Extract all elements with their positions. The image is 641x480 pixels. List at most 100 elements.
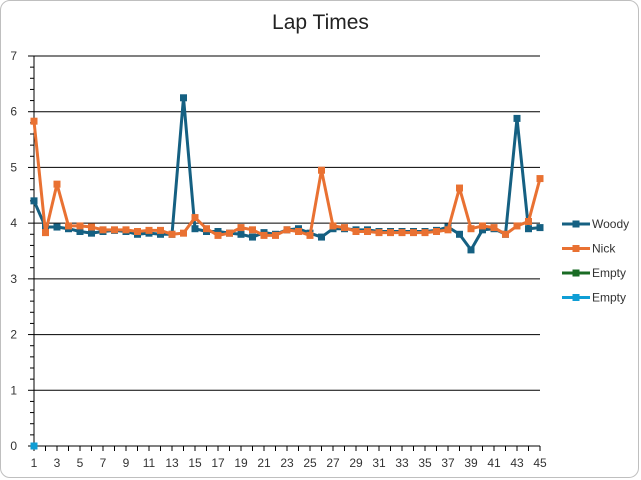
x-tick-label: 27 xyxy=(326,456,340,470)
x-tick-label: 11 xyxy=(143,456,156,470)
legend-label: Woody xyxy=(592,217,629,231)
data-point xyxy=(536,224,544,232)
x-tick-label: 9 xyxy=(123,456,130,470)
data-point xyxy=(249,233,256,241)
data-point xyxy=(180,229,187,237)
data-point xyxy=(30,442,38,450)
data-point xyxy=(318,166,325,174)
data-point xyxy=(191,225,199,233)
data-point xyxy=(53,180,61,188)
legend-swatch-marker xyxy=(572,220,580,228)
data-point xyxy=(364,228,371,235)
data-point xyxy=(318,233,325,241)
y-tick-label: 4 xyxy=(10,216,17,230)
data-point xyxy=(65,222,72,230)
x-tick-label: 5 xyxy=(77,456,84,470)
data-point xyxy=(122,226,130,234)
x-tick-label: 19 xyxy=(234,456,248,470)
data-point xyxy=(456,230,463,238)
data-point xyxy=(513,222,521,230)
data-point xyxy=(352,228,360,235)
x-tick-label: 15 xyxy=(188,456,202,470)
series-line xyxy=(32,121,542,237)
x-tick-label: 25 xyxy=(303,456,317,470)
x-tick-label: 1 xyxy=(31,456,38,470)
data-point xyxy=(30,197,38,205)
y-tick-label: 6 xyxy=(10,105,17,119)
data-point xyxy=(536,175,544,183)
data-point xyxy=(490,224,498,232)
x-tick-label: 43 xyxy=(510,456,524,470)
x-tick-label: 3 xyxy=(54,456,61,470)
data-point xyxy=(433,228,440,235)
data-point xyxy=(226,229,233,237)
data-point xyxy=(260,231,268,239)
legend-label: Empty xyxy=(592,266,626,280)
data-point xyxy=(525,217,532,225)
plot-series xyxy=(30,94,544,450)
data-point xyxy=(88,229,95,237)
data-point xyxy=(111,226,118,234)
data-point xyxy=(88,223,95,231)
legend-entry: Woody xyxy=(562,217,629,231)
legend: Woody Nick Empty Empty xyxy=(562,217,629,305)
data-point xyxy=(76,228,84,235)
data-point xyxy=(283,226,291,234)
legend-entry: Empty xyxy=(562,291,626,305)
data-point xyxy=(513,114,521,122)
data-point xyxy=(467,246,475,254)
data-point xyxy=(295,228,302,235)
data-point xyxy=(387,229,394,237)
data-point xyxy=(42,229,49,237)
x-tick-label: 7 xyxy=(100,456,107,470)
x-tick-label: 33 xyxy=(395,456,409,470)
legend-label: Empty xyxy=(592,291,626,305)
data-point xyxy=(237,224,245,232)
data-point xyxy=(30,117,38,125)
data-point xyxy=(157,230,164,238)
data-point xyxy=(99,226,107,234)
data-point xyxy=(375,229,383,237)
data-point xyxy=(53,223,61,231)
x-tick-label: 37 xyxy=(441,456,455,470)
data-point xyxy=(444,226,452,234)
series-1 xyxy=(30,117,544,239)
data-point xyxy=(272,231,279,239)
data-point xyxy=(203,225,210,233)
x-tick-label: 39 xyxy=(464,456,478,470)
legend-swatch-marker xyxy=(572,269,580,277)
data-point xyxy=(421,229,429,237)
y-tick-label: 3 xyxy=(10,272,17,286)
data-point xyxy=(168,230,176,238)
gridlines xyxy=(34,55,540,391)
series-3 xyxy=(30,442,38,450)
data-point xyxy=(398,229,406,237)
chart-title: Lap Times xyxy=(272,11,369,34)
x-tick-label: 23 xyxy=(280,456,294,470)
legend-entry: Nick xyxy=(562,242,616,256)
data-point xyxy=(134,228,141,235)
data-point xyxy=(214,228,222,235)
data-point xyxy=(237,230,245,238)
data-point xyxy=(410,229,417,237)
legend-swatch-marker xyxy=(572,245,580,252)
data-point xyxy=(76,222,84,230)
x-tick-label: 17 xyxy=(211,456,225,470)
x-tick-label: 29 xyxy=(349,456,363,470)
legend-swatch-marker xyxy=(572,294,580,301)
data-point xyxy=(249,226,256,234)
data-point xyxy=(214,231,222,239)
data-point xyxy=(306,231,314,239)
data-point xyxy=(329,222,337,230)
legend-entry: Empty xyxy=(562,266,626,280)
x-tick-label: 21 xyxy=(257,456,271,470)
y-tick-label: 2 xyxy=(10,328,17,342)
y-tick-label: 1 xyxy=(10,383,17,397)
legend-label: Nick xyxy=(592,242,616,256)
data-point xyxy=(502,230,509,238)
x-tick-label: 41 xyxy=(487,456,501,470)
data-point xyxy=(467,225,475,233)
data-point xyxy=(479,226,486,234)
y-tick-label: 5 xyxy=(10,160,17,174)
